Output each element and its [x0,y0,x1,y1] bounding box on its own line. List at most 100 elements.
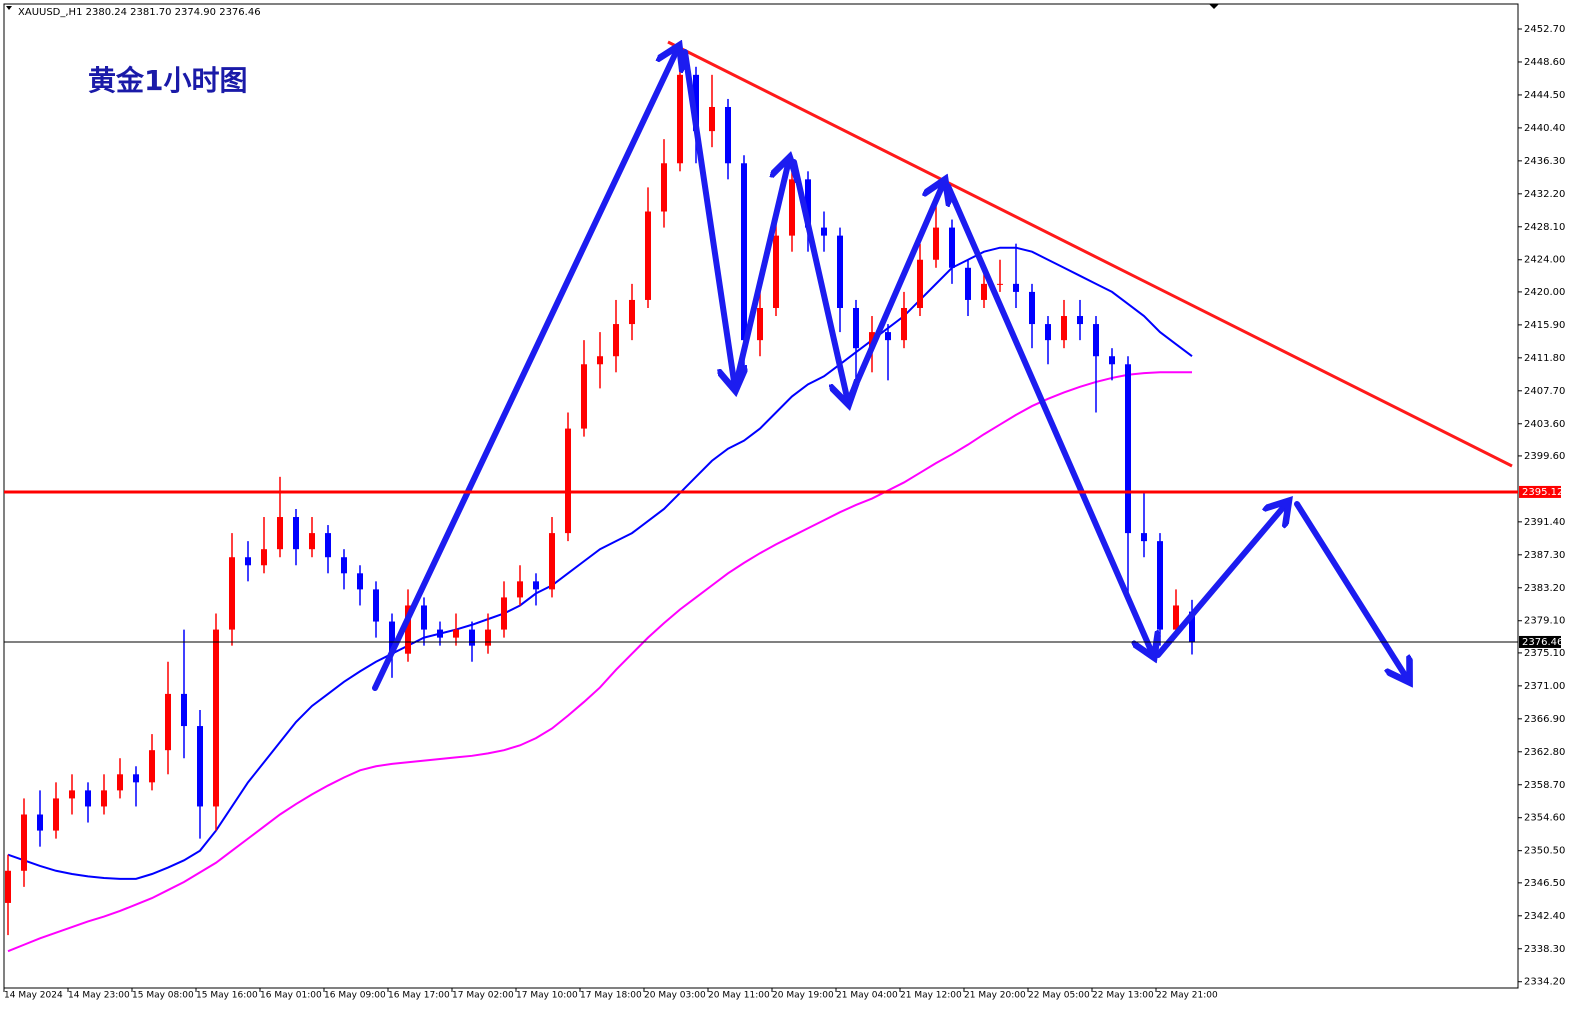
candle-body [613,324,619,357]
y-tick-label: 2420.00 [1524,287,1565,298]
candle-body [757,307,763,341]
candle-body [1093,324,1099,357]
y-tick-label: 2428.10 [1524,222,1565,233]
y-tick-label: 2387.30 [1524,550,1565,561]
x-tick-label: 17 May 10:00 [516,991,578,1001]
candle-body [997,283,1003,285]
x-tick-label: 20 May 03:00 [644,991,706,1001]
candle-body [37,814,43,831]
candle-body [677,74,683,164]
x-tick-label: 20 May 11:00 [708,991,770,1001]
arrow [847,182,944,401]
y-tick-label: 2383.20 [1524,583,1565,594]
candle-body [629,299,635,325]
candle-body [1173,605,1179,630]
candle-body [1157,541,1163,630]
y-tick-label: 2411.80 [1524,353,1565,364]
x-tick-label: 14 May 2024 [4,991,63,1001]
arrow [372,48,678,691]
candle-body [917,259,923,308]
candle-body [325,533,331,558]
y-tick-label: 2358.70 [1524,780,1565,791]
x-tick-label: 16 May 09:00 [324,991,386,1001]
candle-body [853,307,859,349]
y-tick-label: 2424.00 [1524,255,1565,266]
candle-body [1061,316,1067,341]
candle-body [725,106,731,164]
candle-body [309,533,315,550]
plot-frame [3,3,1519,989]
x-tick-label: 15 May 16:00 [196,991,258,1001]
candle-body [229,557,235,630]
candle-body [533,581,539,590]
moving-average [7,246,1193,880]
candle-body [405,605,411,654]
candle-body [165,693,171,751]
candle-body [1045,324,1051,341]
candle-body [69,790,75,799]
candle-body [5,870,11,903]
candle-body [53,798,59,831]
candle-body [261,549,267,566]
x-tick-label: 17 May 18:00 [580,991,642,1001]
candle-body [501,597,507,630]
candle-body [933,227,939,260]
y-tick-label: 2432.20 [1524,189,1565,200]
candle-body [277,517,283,550]
menu-triangle [6,6,12,10]
price-label: 2395.12 [1522,487,1563,498]
candle-body [837,235,843,308]
candle-body [149,750,155,783]
y-tick-label: 2403.60 [1524,419,1565,430]
x-tick-label: 14 May 23:00 [68,991,130,1001]
candle-body [357,573,363,590]
x-tick-label: 22 May 05:00 [1028,991,1090,1001]
y-tick-label: 2415.90 [1524,320,1565,331]
y-tick-label: 2334.20 [1524,977,1565,988]
moving-average [7,371,1192,953]
candle-body [1189,611,1195,642]
candle-body [197,726,203,807]
candle-body [981,283,987,300]
candle-body [597,356,603,365]
arrow [1155,503,1287,658]
candle-body [181,693,187,727]
candle-body [133,774,139,783]
candle-body [773,235,779,308]
candle-body [821,227,827,236]
y-tick-label: 2391.40 [1524,517,1565,528]
x-tick-label: 16 May 01:00 [260,991,322,1001]
x-tick-label: 22 May 21:00 [1156,991,1218,1001]
candle-body [885,332,891,341]
candle-body [789,179,795,236]
candle-body [645,211,651,300]
candle-body [949,227,955,268]
candle-body [517,581,523,598]
candle-body [213,629,219,807]
candle-body [1077,316,1083,325]
candle-body [661,163,667,212]
candle-body [117,774,123,791]
shift-marker [1209,4,1219,9]
candle-body [85,790,91,807]
candle-body [581,364,587,429]
y-tick-label: 2444.50 [1524,90,1565,101]
price-label: 2376.46 [1522,637,1563,648]
x-tick-label: 21 May 04:00 [836,991,898,1001]
y-tick-label: 2338.30 [1524,944,1565,955]
arrow [791,159,848,402]
y-tick-label: 2342.40 [1524,911,1565,922]
candle-body [709,106,715,132]
y-tick-label: 2440.40 [1524,123,1565,134]
x-tick-label: 15 May 08:00 [132,991,194,1001]
y-tick-label: 2371.00 [1524,681,1565,692]
x-tick-label: 21 May 12:00 [900,991,962,1001]
arrow [1294,501,1408,680]
candle-body [389,621,395,654]
price-label-box [1519,635,1561,648]
candle-body [1125,364,1131,534]
y-tick-label: 2407.70 [1524,386,1565,397]
candle-body [101,790,107,807]
y-tick-label: 2350.50 [1524,846,1565,857]
